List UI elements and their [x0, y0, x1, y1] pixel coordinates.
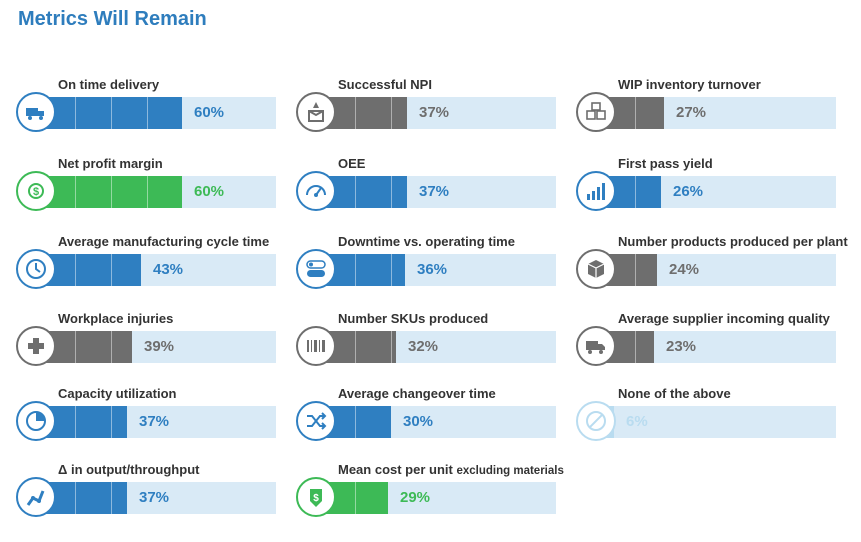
metric-item: Average changeover time 30%	[296, 386, 558, 466]
metric-label: Capacity utilization	[58, 386, 177, 401]
bar-chart-icon	[576, 171, 616, 211]
clock-icon	[16, 249, 56, 289]
bar-fill	[40, 97, 182, 129]
bar-fill	[40, 254, 141, 286]
bar-track	[600, 331, 836, 363]
metric-item: Mean cost per unit excluding materials 29…	[296, 462, 564, 542]
value-label: 30%	[403, 413, 434, 430]
value-label: 37%	[419, 183, 450, 200]
metric-item: None of the above 6%	[576, 386, 838, 466]
value-label: 32%	[408, 338, 439, 355]
metric-item: First pass yield 26%	[576, 156, 838, 236]
metric-label: OEE	[338, 156, 366, 171]
delivery-truck-icon	[576, 326, 616, 366]
bar-track	[600, 176, 836, 208]
metric-item: Workplace injuries 39%	[16, 311, 278, 391]
no-symbol-icon	[576, 401, 616, 441]
metric-label: WIP inventory turnover	[618, 77, 761, 92]
metric-label: Average supplier incoming quality	[618, 311, 830, 326]
metric-item: Number products produced per plant 24%	[576, 234, 848, 314]
on-off-switch-icon	[296, 249, 336, 289]
svg-text:$: $	[33, 186, 39, 198]
chart-title: Metrics Will Remain	[18, 8, 207, 30]
value-label: 37%	[419, 104, 450, 121]
metric-item: Capacity utilization 37%	[16, 386, 278, 466]
metric-label: Average changeover time	[338, 386, 496, 401]
truck-icon	[16, 92, 56, 132]
value-label: 39%	[144, 338, 175, 355]
barcode-icon	[296, 326, 336, 366]
value-label: 37%	[139, 413, 170, 430]
metric-label: Average manufacturing cycle time	[58, 234, 270, 249]
bar-fill	[40, 176, 182, 208]
bar-fill	[320, 254, 405, 286]
metric-label: First pass yield	[618, 156, 713, 171]
cube-icon	[576, 249, 616, 289]
metric-item: WIP inventory turnover 27%	[576, 77, 838, 157]
metric-item: OEE 37%	[296, 156, 558, 236]
value-label: 23%	[666, 338, 697, 355]
metric-label-note: excluding materials	[456, 465, 564, 477]
value-label: 26%	[673, 183, 704, 200]
metric-item: Δ in output/throughput 37%	[16, 462, 278, 542]
svg-text:$: $	[313, 493, 319, 504]
metric-label: Net profit margin	[58, 156, 163, 171]
bar-fill	[320, 97, 407, 129]
metric-item: Number SKUs produced 32%	[296, 311, 558, 391]
shuffle-icon	[296, 401, 336, 441]
medical-cross-icon	[16, 326, 56, 366]
metric-label: Δ in output/throughput	[58, 462, 200, 477]
metric-label: Number products produced per plant	[618, 234, 848, 249]
bar-track	[320, 97, 556, 129]
value-label: 43%	[153, 261, 184, 278]
bar-track	[320, 482, 556, 514]
value-label: 29%	[400, 489, 431, 506]
value-label: 60%	[194, 183, 225, 200]
value-label: 24%	[669, 261, 700, 278]
metric-item: Average supplier incoming quality 23%	[576, 311, 838, 391]
metric-item: Successful NPI 37%	[296, 77, 558, 157]
pie-chart-icon	[16, 401, 56, 441]
metric-label: Workplace injuries	[58, 311, 174, 326]
metric-label: Successful NPI	[338, 77, 432, 92]
value-label: 36%	[417, 261, 448, 278]
bar-track	[40, 97, 276, 129]
bar-track	[320, 406, 556, 438]
metric-label: On time delivery	[58, 77, 160, 92]
robot-arm-icon	[16, 477, 56, 517]
gauge-icon	[296, 171, 336, 211]
metric-label: Number SKUs produced	[338, 311, 489, 326]
bar-track	[600, 97, 836, 129]
value-label: 6%	[626, 413, 648, 430]
metric-item: Net profit margin 60% $	[16, 156, 278, 236]
metric-label: Mean cost per unit excluding materials	[338, 462, 564, 477]
value-label: 60%	[194, 104, 225, 121]
stacked-boxes-icon	[576, 92, 616, 132]
metric-item: Downtime vs. operating time 36%	[296, 234, 558, 314]
value-label: 37%	[139, 489, 170, 506]
metric-item: On time delivery 60%	[16, 77, 278, 157]
metric-item: Average manufacturing cycle time 43%	[16, 234, 278, 314]
bar-track	[600, 254, 836, 286]
bar-track	[40, 176, 276, 208]
dollar-cycle-icon: $	[16, 171, 56, 211]
price-tag-icon: $	[296, 477, 336, 517]
rocket-box-icon	[296, 92, 336, 132]
metric-label: Downtime vs. operating time	[338, 234, 515, 249]
value-label: 27%	[676, 104, 707, 121]
bar-track	[40, 254, 276, 286]
bar-track	[320, 254, 556, 286]
metric-label: None of the above	[618, 386, 731, 401]
